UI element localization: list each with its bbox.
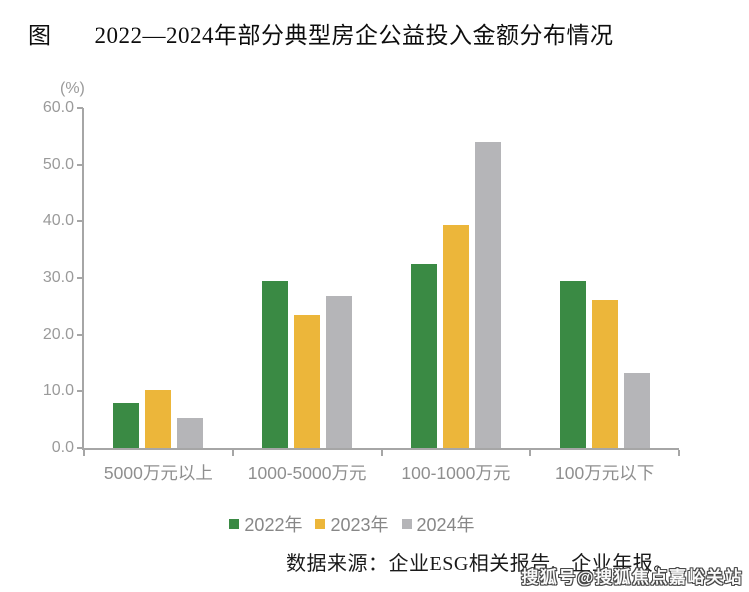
y-axis-tick-mark bbox=[77, 107, 83, 109]
y-axis-tick-mark bbox=[77, 333, 83, 336]
x-axis-category-label: 5000万元以上 bbox=[103, 463, 213, 483]
x-axis-category-label: 100-1000万元 bbox=[401, 463, 511, 483]
y-axis-tick-label: 60.0 bbox=[42, 99, 74, 116]
x-axis-category-label: 1000-5000万元 bbox=[247, 463, 367, 483]
legend-swatch bbox=[315, 519, 326, 529]
legend-item-2023年: 2023年 bbox=[315, 511, 389, 537]
y-axis-tick-label: 20.0 bbox=[42, 325, 74, 343]
y-axis-tick-label: 30.0 bbox=[42, 269, 74, 286]
x-axis-category-label: 100万元以下 bbox=[555, 463, 655, 483]
legend-label: 2022年 bbox=[244, 515, 303, 535]
y-axis-unit-label: (%) bbox=[60, 80, 85, 97]
plot-area: 0.0 10.0 20.0 30.0 40.0 50.0 60.0 5000万元以上 1000-… bbox=[43, 99, 680, 483]
x-axis-tick-mark bbox=[231, 450, 234, 456]
y-axis-tick-mark bbox=[77, 220, 83, 223]
bar-2022年-1000-5000万元 bbox=[262, 280, 289, 448]
legend-label: 2024年 bbox=[416, 515, 475, 535]
bar-2022年-100万元以下 bbox=[559, 280, 586, 448]
data-source-note: 数据来源：企业ESG相关报告、企业年报。 bbox=[286, 553, 674, 575]
chart-legend: 2022年 2023年 2024年 bbox=[82, 511, 622, 537]
bar-2024年-1000-5000万元 bbox=[326, 295, 353, 448]
x-axis-tick-mark bbox=[83, 450, 85, 456]
bar-2023年-100-1000万元 bbox=[442, 224, 469, 448]
bar-2024年-100万元以下 bbox=[623, 372, 650, 448]
legend-swatch bbox=[401, 519, 412, 529]
legend-item-2024年: 2024年 bbox=[401, 511, 475, 537]
bar-2023年-1000-5000万元 bbox=[294, 314, 321, 448]
x-axis-tick-mark bbox=[678, 450, 680, 456]
bar-2022年-100-1000万元 bbox=[410, 264, 437, 448]
bar-2024年-5000万元以上 bbox=[177, 417, 204, 448]
figure-label: 图 bbox=[28, 23, 52, 48]
figure-title-text: 2022—2024年部分典型房企公益投入金额分布情况 bbox=[94, 23, 614, 48]
y-axis-tick-label: 40.0 bbox=[42, 212, 74, 230]
legend-label: 2023年 bbox=[330, 515, 389, 535]
legend-item-2022年: 2022年 bbox=[229, 511, 302, 537]
y-axis-tick-mark bbox=[77, 447, 83, 449]
figure-title: 图 2022—2024年部分典型房企公益投入金额分布情况 bbox=[28, 16, 614, 50]
bar-2022年-5000万元以上 bbox=[113, 403, 140, 448]
x-axis-tick-mark bbox=[529, 450, 532, 456]
watermark-text: 搜狐号@搜狐焦点嘉峪关站 bbox=[521, 568, 743, 587]
bar-2023年-5000万元以上 bbox=[145, 389, 172, 448]
y-axis-tick-label: 50.0 bbox=[42, 155, 74, 173]
bar-2024年-100-1000万元 bbox=[474, 142, 501, 448]
y-axis-tick-mark bbox=[77, 390, 83, 393]
y-axis-tick-label: 0.0 bbox=[51, 439, 74, 456]
y-axis-tick-mark bbox=[77, 163, 83, 166]
bar-2023年-100万元以下 bbox=[591, 299, 618, 448]
y-axis-tick-label: 10.0 bbox=[42, 382, 74, 400]
y-axis-tick-mark bbox=[77, 277, 83, 279]
legend-swatch bbox=[229, 519, 240, 529]
x-axis-tick-mark bbox=[380, 450, 383, 456]
